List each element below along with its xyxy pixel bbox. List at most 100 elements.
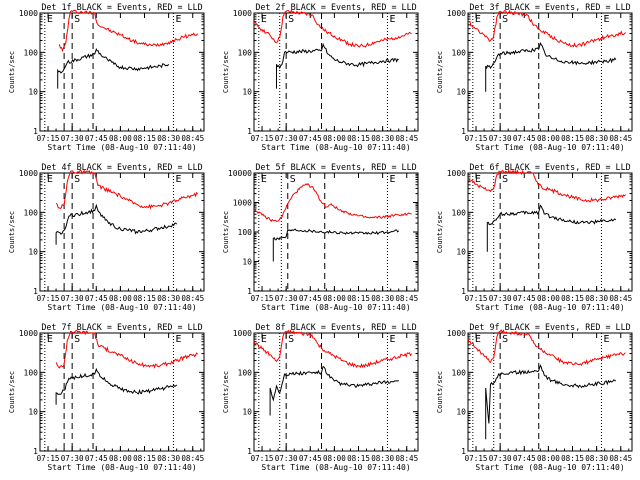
x-tick-label: 08:30 bbox=[157, 294, 180, 303]
x-tick-label: 08:15 bbox=[133, 294, 156, 303]
x-tick-label: 08:45 bbox=[609, 134, 632, 143]
y-tick-label: 1 bbox=[461, 287, 466, 296]
x-tick-label: 07:45 bbox=[513, 454, 536, 463]
y-tick-label: 100 bbox=[452, 208, 467, 217]
y-axis-label: Counts/sec bbox=[222, 211, 230, 253]
y-tick-label: 1000 bbox=[233, 329, 252, 338]
x-tick-label: 07:15 bbox=[37, 294, 60, 303]
x-tick-label: 08:30 bbox=[585, 454, 608, 463]
y-tick-label: 100 bbox=[452, 48, 467, 57]
x-tick-label: 07:15 bbox=[465, 294, 488, 303]
y-tick-label: 10 bbox=[456, 408, 466, 417]
x-tick-label: 08:30 bbox=[371, 454, 394, 463]
x-tick-label: 08:00 bbox=[323, 294, 346, 303]
x-tick-label: 07:30 bbox=[61, 134, 84, 143]
plot-frame bbox=[253, 12, 419, 132]
y-axis-label: Counts/sec bbox=[8, 51, 16, 93]
y-tick-label: 100 bbox=[452, 368, 467, 377]
time-marker-label: E bbox=[261, 334, 267, 345]
time-marker-label: E bbox=[603, 14, 609, 25]
panel-title: Det 8f BLACK = Events, RED = LLD bbox=[255, 322, 416, 332]
y-tick-label: 1000 bbox=[19, 329, 38, 338]
time-marker-label: E bbox=[389, 334, 395, 345]
y-tick-label: 1 bbox=[33, 287, 38, 296]
panel-title: Det 2f BLACK = Events, RED = LLD bbox=[255, 2, 416, 12]
time-marker-label: E bbox=[47, 334, 53, 345]
series-line-events bbox=[269, 365, 399, 416]
x-tick-label: 08:15 bbox=[347, 454, 370, 463]
y-axis-label: Counts/sec bbox=[222, 371, 230, 413]
x-tick-label: 08:30 bbox=[371, 294, 394, 303]
x-axis-label: Start Time (08-Aug-10 07:11:40) bbox=[261, 463, 410, 472]
y-tick-label: 10 bbox=[456, 88, 466, 97]
time-marker-label: S bbox=[502, 174, 508, 185]
x-tick-label: 07:30 bbox=[61, 294, 84, 303]
x-tick-label: 07:45 bbox=[299, 294, 322, 303]
y-tick-label: 10 bbox=[242, 408, 252, 417]
x-tick-label: 08:30 bbox=[371, 134, 394, 143]
x-tick-label: 07:30 bbox=[275, 134, 298, 143]
detector-panel: Det 7f BLACK = Events, RED = LLD 1 10 100 10… bbox=[8, 322, 205, 472]
panel-title: Det 6f BLACK = Events, RED = LLD bbox=[469, 162, 630, 172]
x-tick-label: 08:45 bbox=[181, 454, 204, 463]
x-tick-label: 08:30 bbox=[585, 294, 608, 303]
x-axis-label: Start Time (08-Aug-10 07:11:40) bbox=[47, 143, 196, 152]
y-tick-label: 10 bbox=[242, 258, 252, 267]
x-axis-label: Start Time (08-Aug-10 07:11:40) bbox=[47, 303, 196, 312]
y-tick-label: 100 bbox=[24, 48, 39, 57]
x-axis-label: Start Time (08-Aug-10 07:11:40) bbox=[475, 303, 624, 312]
x-tick-label: 08:15 bbox=[561, 454, 584, 463]
time-marker-label: S bbox=[502, 14, 508, 25]
y-tick-label: 10 bbox=[28, 88, 38, 97]
y-axis-label: Counts/sec bbox=[8, 211, 16, 253]
y-tick-label: 10 bbox=[28, 248, 38, 257]
x-tick-label: 08:45 bbox=[181, 134, 204, 143]
x-tick-label: 07:30 bbox=[275, 454, 298, 463]
series-line-lld bbox=[467, 168, 626, 203]
x-tick-label: 07:15 bbox=[251, 134, 274, 143]
y-axis-label: Counts/sec bbox=[8, 371, 16, 413]
plot-frame bbox=[467, 12, 633, 132]
x-tick-label: 08:00 bbox=[109, 134, 132, 143]
y-axis-label: Counts/sec bbox=[436, 371, 444, 413]
series-line-events bbox=[272, 228, 400, 262]
y-tick-label: 1 bbox=[247, 127, 252, 136]
x-tick-label: 08:00 bbox=[537, 454, 560, 463]
time-marker-label: S bbox=[74, 334, 80, 345]
plot-frame bbox=[467, 332, 633, 452]
y-tick-label: 100 bbox=[24, 368, 39, 377]
time-marker-label: S bbox=[74, 14, 80, 25]
x-tick-label: 08:45 bbox=[181, 294, 204, 303]
x-axis-label: Start Time (08-Aug-10 07:11:40) bbox=[47, 463, 196, 472]
time-marker-label: E bbox=[261, 14, 267, 25]
series-line-lld bbox=[467, 10, 626, 48]
y-tick-label: 1000 bbox=[233, 199, 252, 208]
detector-panel: Det 9f BLACK = Events, RED = LLD 1 10 100 10… bbox=[436, 322, 633, 472]
series-line-lld bbox=[253, 9, 412, 48]
y-axis-label: Counts/sec bbox=[222, 51, 230, 93]
x-tick-label: 08:00 bbox=[537, 294, 560, 303]
panel-title: Det 3f BLACK = Events, RED = LLD bbox=[469, 2, 630, 12]
x-tick-label: 07:30 bbox=[489, 294, 512, 303]
x-tick-label: 07:15 bbox=[465, 454, 488, 463]
plot-frame bbox=[467, 172, 633, 292]
series-line-events bbox=[55, 203, 178, 245]
x-tick-label: 08:15 bbox=[133, 454, 156, 463]
series-line-lld bbox=[467, 329, 626, 367]
y-tick-label: 1 bbox=[247, 447, 252, 456]
x-tick-label: 08:45 bbox=[395, 294, 418, 303]
y-axis-label: Counts/sec bbox=[436, 51, 444, 93]
time-marker-label: S bbox=[74, 174, 80, 185]
time-marker-label: E bbox=[475, 14, 481, 25]
x-tick-label: 07:45 bbox=[299, 134, 322, 143]
plot-frame bbox=[253, 332, 419, 452]
x-tick-label: 08:00 bbox=[323, 454, 346, 463]
x-tick-label: 07:45 bbox=[299, 454, 322, 463]
x-tick-label: 07:30 bbox=[275, 294, 298, 303]
series-line-lld bbox=[58, 9, 199, 53]
y-tick-label: 1000 bbox=[233, 9, 252, 18]
time-marker-label: S bbox=[290, 174, 296, 185]
y-tick-label: 10 bbox=[28, 408, 38, 417]
time-marker-label: E bbox=[175, 14, 181, 25]
